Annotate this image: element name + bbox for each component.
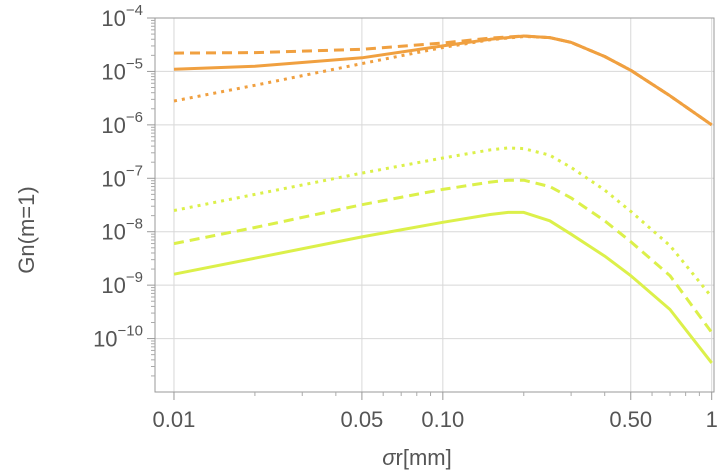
x-axis-label-text: r[mm] (396, 445, 452, 470)
y-tick-exponent: −4 (126, 2, 143, 19)
y-tick-exponent: −6 (126, 109, 143, 126)
plot-frame (154, 17, 715, 393)
series-line-6 (173, 146, 713, 298)
y-tick-base: 10 (93, 327, 117, 352)
y-tick-base: 10 (101, 59, 125, 84)
y-tick-label: 10−6 (101, 109, 143, 138)
y-axis-label: Gn(m=1) (14, 186, 39, 273)
x-tick-label: 1 (706, 407, 718, 432)
x-axis-label: σr[mm] (382, 445, 451, 470)
y-tick-exponent: −5 (126, 55, 143, 72)
y-tick-label: 10−5 (101, 55, 143, 84)
x-tick-label: 0.01 (153, 407, 196, 432)
x-axis-label-symbol: σ (382, 445, 396, 470)
y-tick-label: 10−4 (101, 2, 143, 31)
y-tick-base: 10 (101, 273, 125, 298)
x-tick-label: 0.50 (609, 407, 652, 432)
y-tick-exponent: −9 (126, 269, 143, 286)
y-tick-base: 10 (101, 6, 125, 31)
x-tick-label: 0.05 (340, 407, 383, 432)
tick-labels: 0.01 0.05 0.10 0.50 110−1010−910−810−710−610… (93, 2, 718, 432)
grid (155, 17, 714, 392)
y-tick-label: 10−7 (101, 162, 143, 191)
series-group (173, 34, 713, 364)
y-tick-label: 10−9 (101, 269, 143, 298)
x-tick-label: 0.10 (421, 407, 464, 432)
y-tick-label: 10−10 (93, 323, 143, 352)
y-tick-label: 10−8 (101, 216, 143, 245)
y-tick-base: 10 (101, 113, 125, 138)
y-tick-exponent: −10 (118, 323, 143, 340)
y-tick-base: 10 (101, 220, 125, 245)
series-line-2 (173, 34, 713, 127)
series-line-4 (173, 210, 713, 364)
y-tick-base: 10 (101, 166, 125, 191)
series-line-5 (173, 178, 713, 334)
ticks (147, 17, 713, 400)
y-tick-exponent: −7 (126, 162, 143, 179)
series-line-3 (173, 35, 713, 127)
y-tick-exponent: −8 (126, 216, 143, 233)
